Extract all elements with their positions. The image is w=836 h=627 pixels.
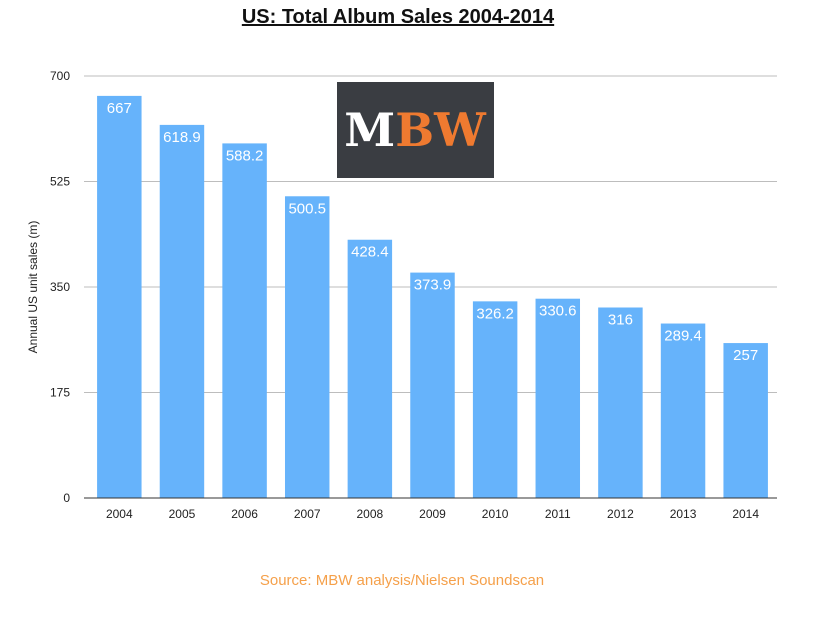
y-axis-label: Annual US unit sales (m) [26,221,40,354]
x-tick-label: 2005 [169,507,196,521]
x-tick-label: 2008 [357,507,384,521]
x-tick-label: 2009 [419,507,446,521]
bar [159,124,205,498]
x-axis-ticks: 2004 2005 2006 2007 2008 2009 2010 2011 2012 2013… [106,507,759,521]
data-label: 316 [608,311,633,328]
x-tick-label: 2004 [106,507,133,521]
data-label: 330.6 [539,303,577,320]
data-labels: 667 618.9 588.2 500.5 428.4 373.9 326.2 330.6 31… [107,100,758,364]
bar [660,323,706,498]
logo-letter-m: M [344,103,395,157]
y-tick-label: 0 [63,491,70,505]
data-label: 618.9 [163,129,201,146]
y-tick-label: 525 [50,175,70,189]
data-label: 257 [733,347,758,364]
x-tick-label: 2011 [545,507,571,521]
data-label: 373.9 [414,277,452,294]
data-label: 500.5 [288,200,326,217]
x-tick-label: 2012 [607,507,634,521]
bar [535,298,581,498]
bar [222,143,267,499]
data-label: 667 [107,100,132,117]
y-tick-label: 350 [50,280,70,294]
bars [97,95,768,499]
source-note: Source: MBW analysis/Nielsen Soundscan [259,572,545,589]
data-label: 326.2 [476,305,514,322]
mbw-logo: MBW [337,82,494,178]
chart-title: US: Total Album Sales 2004-2014 [241,6,555,28]
x-tick-label: 2006 [231,507,258,521]
bar [472,301,518,498]
x-tick-label: 2014 [732,507,759,521]
x-tick-label: 2013 [670,507,697,521]
logo-letters-bw: BW [395,103,487,157]
data-label: 289.4 [664,328,702,345]
bar [97,95,142,498]
bar [598,307,643,498]
logo-background [337,82,494,178]
x-tick-label: 2007 [294,507,321,521]
bar [723,343,768,498]
bar [347,239,393,498]
bar [410,272,455,498]
x-tick-label: 2010 [482,507,509,521]
y-tick-label: 175 [50,386,70,400]
logo-text: MBW [344,103,487,157]
data-label: 428.4 [351,244,389,261]
y-axis-ticks: 0 175 350 525 700 [50,69,70,505]
bar [284,196,330,498]
data-label: 588.2 [226,147,264,164]
y-tick-label: 700 [50,69,70,83]
